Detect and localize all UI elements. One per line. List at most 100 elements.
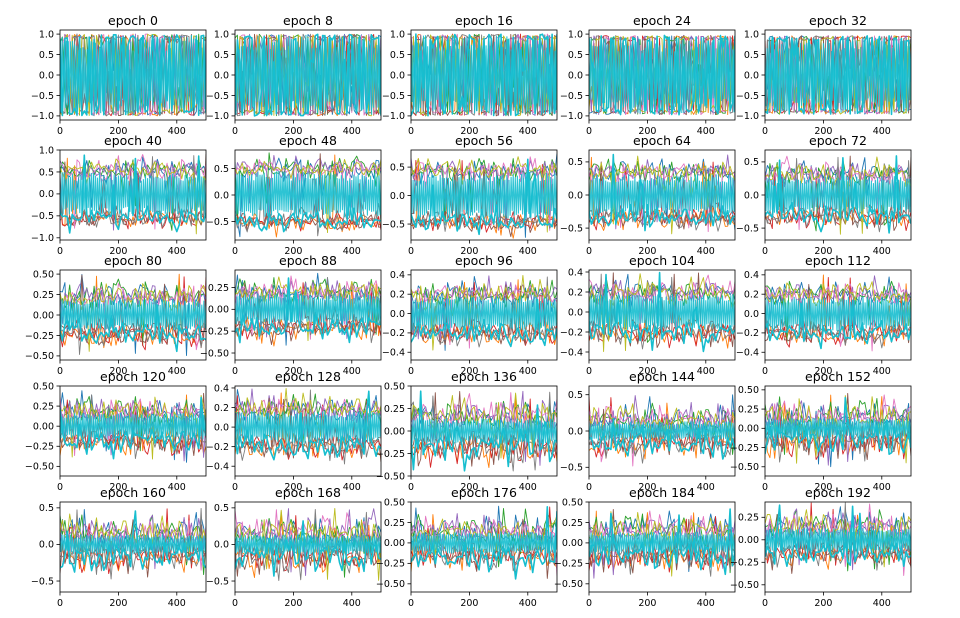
x-tick-label: 400 [697,246,715,257]
subplot-title: epoch 104 [629,253,695,268]
y-tick-label: −0.5 [560,463,583,474]
series-line-core [411,531,557,554]
axes-frame [588,501,736,593]
subplot-title: epoch 176 [451,485,517,500]
series-group [60,507,206,580]
series-line [235,282,381,345]
y-tick-label: −0.25 [25,331,54,342]
x-tick-label: 0 [586,366,592,377]
y-tick-label: 0.00 [208,305,229,316]
y-tick-label: 0.0 [214,422,229,433]
x-tick-label: 0 [408,482,414,493]
series-line-core [411,172,557,219]
axes-frame [59,385,207,477]
y-tick-label: 0.5 [390,162,405,173]
y-tick-label: 0.5 [744,50,759,61]
y-tick-label: 0.2 [568,287,583,298]
series-line-core [60,413,206,440]
x-tick-label: 200 [814,126,832,137]
y-tick-label: 0.00 [738,424,759,435]
series-line-core [765,36,911,114]
y-tick-label: 0.25 [33,290,54,301]
y-tick-label: 0.5 [39,50,54,61]
x-tick-label: 200 [460,482,478,493]
x-tick-label: 0 [408,366,414,377]
y-tick-label: 0.0 [744,309,759,320]
series-line [60,33,206,117]
y-tick-label: −0.25 [376,559,405,570]
x-tick-label: 200 [109,482,127,493]
y-tick-label: 0.4 [214,383,229,394]
y-tick-label: −0.5 [206,217,229,228]
subplot-title: epoch 0 [108,13,158,28]
x-tick-label: 0 [57,366,63,377]
subplot: epoch 72 0 200 400 −0.5 0.0 0.5 [736,133,912,257]
series-group [411,274,557,351]
y-tick-label: 0.0 [214,540,229,551]
subplot: epoch 8 0 200 400 −1.0 −0.5 0.0 0.5 1.0 [206,13,382,137]
x-tick-label: 400 [873,246,891,257]
x-tick-label: 0 [232,246,238,257]
series-line-core [60,172,206,216]
y-tick-label: 0.5 [568,50,583,61]
axes-frame [410,501,558,593]
series-line-core [765,527,911,552]
subplot: epoch 80 0 200 400 −0.50 −0.25 0.00 0.25 0.50 [25,253,207,377]
x-tick-label: 200 [460,246,478,257]
y-tick-label: −0.50 [730,580,759,591]
series-line [60,304,206,353]
subplot: epoch 128 0 200 400 −0.4 −0.2 0.0 0.2 0.4 [206,369,382,493]
y-tick-label: 0.5 [39,503,54,514]
y-tick-label: 0.25 [33,401,54,412]
series-line [60,276,206,351]
y-tick-label: −1.0 [382,111,405,122]
x-tick-label: 400 [343,598,361,609]
series-group [60,273,206,356]
y-tick-label: −0.5 [206,91,229,102]
y-tick-label: 0.0 [390,309,405,320]
series-group [235,152,381,238]
axes-frame [764,269,912,361]
y-tick-label: −0.5 [31,211,54,222]
x-tick-label: 200 [814,482,832,493]
series-line [589,279,735,342]
subplot: epoch 160 0 200 400 −0.5 0.0 0.5 [31,485,207,609]
y-tick-label: −0.25 [200,326,229,337]
x-tick-label: 400 [697,126,715,137]
series-line [765,283,911,346]
series-group [411,153,557,239]
y-tick-label: 0.0 [744,70,759,81]
y-tick-label: −1.0 [206,111,229,122]
y-tick-label: 0.0 [568,190,583,201]
y-tick-label: −0.5 [382,219,405,230]
series-line-core [235,34,381,116]
x-tick-label: 0 [586,598,592,609]
subplot-title: epoch 16 [455,13,513,28]
subplot-title: epoch 96 [455,253,513,268]
y-tick-label: −0.4 [206,462,229,473]
y-tick-label: −0.5 [382,91,405,102]
subplot-title: epoch 32 [809,13,867,28]
series-line [589,271,735,353]
y-tick-label: 0.5 [390,50,405,61]
series-line [411,276,557,348]
series-line [589,153,735,232]
y-tick-label: 1.0 [744,29,759,40]
series-line [411,33,557,117]
series-line [765,282,911,352]
y-tick-label: 1.0 [568,29,583,40]
x-tick-label: 0 [586,246,592,257]
x-tick-label: 400 [168,366,186,377]
y-tick-label: 0.0 [39,70,54,81]
subplot: epoch 64 0 200 400 −0.5 0.0 0.5 [560,133,736,257]
y-tick-label: 0.0 [390,70,405,81]
y-tick-label: 0.00 [384,538,405,549]
x-tick-label: 400 [343,482,361,493]
x-tick-label: 400 [519,366,537,377]
subplot-title: epoch 8 [283,13,333,28]
y-tick-label: 0.0 [214,190,229,201]
x-tick-label: 200 [638,598,656,609]
y-tick-label: 0.4 [568,267,583,278]
y-tick-label: 0.2 [214,403,229,414]
y-tick-label: −0.4 [382,348,405,359]
